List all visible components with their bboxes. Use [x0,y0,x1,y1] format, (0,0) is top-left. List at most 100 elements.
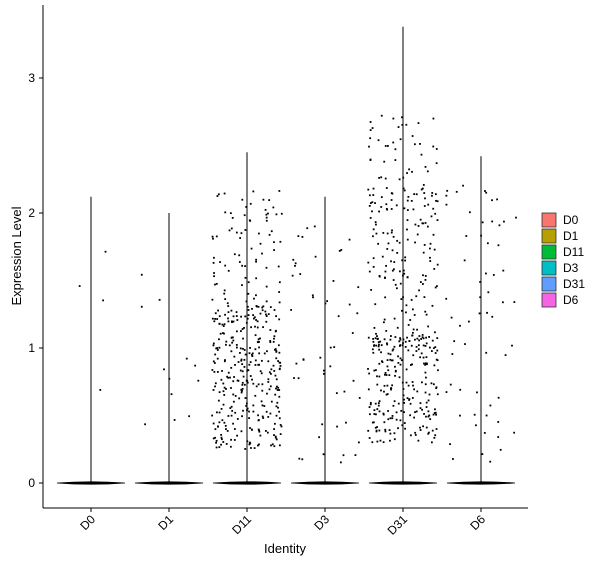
data-point [424,310,427,313]
data-point [214,312,217,315]
data-point [251,355,254,358]
data-point [435,358,438,361]
data-point [246,381,249,384]
data-point [293,377,295,379]
data-point [273,249,276,251]
data-point [406,172,408,174]
data-point [492,274,495,276]
x-tick-label: D6 [467,512,488,533]
data-point [416,233,419,236]
data-point [274,374,277,377]
data-point [259,370,262,373]
data-point [235,344,238,346]
data-point [403,422,406,424]
data-point [212,344,215,347]
data-point [412,384,414,387]
data-point [231,336,234,339]
data-point [467,320,470,323]
data-point [234,411,237,414]
data-point [399,138,402,141]
violin-base-D6 [446,481,516,485]
data-point [368,194,371,197]
data-point [302,358,305,361]
data-point [504,354,507,357]
data-point [323,372,325,375]
data-point [431,194,433,197]
data-point [235,231,238,234]
data-point [430,350,433,352]
data-point [428,414,431,417]
data-point [351,332,354,334]
data-point [244,353,247,356]
data-point [373,369,376,372]
data-point [269,412,272,415]
data-point [515,216,517,219]
data-point [391,349,394,352]
data-point [232,400,235,403]
data-point [278,410,281,413]
data-point [405,311,407,314]
data-point [388,374,391,377]
data-point [430,215,433,218]
data-point [216,195,219,197]
data-point [257,444,259,447]
data-point [412,354,415,357]
data-point [224,264,227,267]
data-point [486,311,488,314]
data-point [513,431,516,434]
data-point [380,344,383,347]
data-point [252,314,255,317]
data-point [424,376,427,379]
data-point [214,318,217,320]
data-point [434,352,437,354]
data-point [265,213,268,216]
data-point [434,286,437,289]
data-point [406,276,409,279]
data-point [378,429,381,432]
data-point [275,414,278,417]
data-point [387,242,390,245]
data-point [401,424,404,427]
data-point [163,368,165,371]
data-point [232,380,235,383]
data-point [368,205,371,207]
data-point [422,356,425,359]
data-point [407,195,410,198]
data-point [212,360,215,363]
data-point [422,425,425,428]
data-point [413,416,416,419]
data-point [225,388,227,390]
data-point [251,353,253,356]
data-point [403,401,406,404]
data-point [425,406,428,408]
data-point [372,257,375,260]
data-point [433,364,436,367]
data-point [269,372,272,375]
data-point [335,392,338,395]
data-point [233,376,235,378]
data-point [376,440,379,443]
data-point [397,427,399,430]
data-point [391,192,394,195]
data-point [371,127,374,129]
data-point [424,197,426,200]
data-point [416,390,419,393]
data-point [411,308,414,311]
data-point [382,412,385,415]
data-point [258,346,260,349]
data-point [385,187,388,189]
data-point [236,330,238,333]
data-point [396,251,399,254]
data-point [398,178,401,181]
data-point [230,387,232,389]
data-point [422,274,424,277]
data-point [261,389,264,392]
data-point [385,207,388,210]
data-point [427,432,430,435]
data-point [228,344,231,347]
data-point [253,297,255,300]
data-point [102,299,105,302]
data-point [434,408,436,411]
data-point [445,203,448,206]
data-point [222,403,225,406]
